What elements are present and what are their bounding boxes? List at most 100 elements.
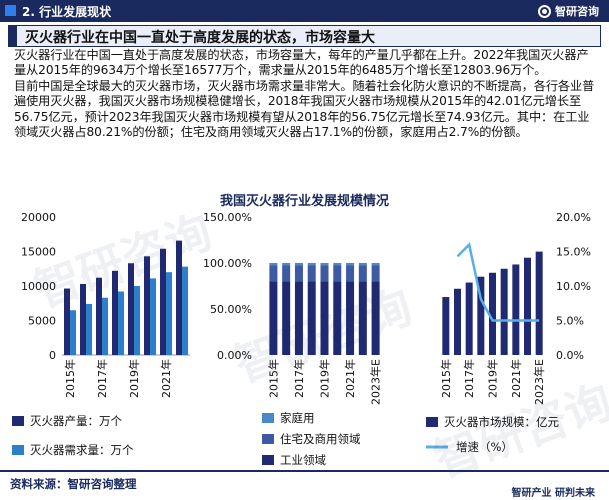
bar-industrial bbox=[269, 281, 278, 355]
bar-industrial bbox=[333, 281, 342, 355]
bar-industrial bbox=[346, 281, 355, 355]
x-tick-label: 2015年 bbox=[439, 359, 453, 398]
x-tick-label: 2021年 bbox=[159, 359, 173, 398]
legend-swatch bbox=[262, 455, 274, 465]
brand-name: 智研咨询 bbox=[555, 5, 599, 18]
x-tick-label: 2023年E bbox=[369, 359, 383, 405]
top-bar: 2. 行业发展现状 智研咨询 bbox=[0, 0, 609, 22]
paragraph: 目前中国是全球最大的灭火器市场，灭火器市场需求量非常大。随着社会化防火意识的不断… bbox=[14, 78, 595, 140]
line-growth bbox=[456, 242, 540, 322]
bar-production bbox=[80, 283, 86, 355]
bar-residential-commercial bbox=[333, 265, 342, 282]
bar-household bbox=[320, 262, 329, 266]
section-title: 2. 行业发展现状 bbox=[22, 5, 112, 19]
bar-household bbox=[282, 262, 291, 266]
bar-demand bbox=[134, 286, 140, 355]
bar-residential-commercial bbox=[294, 265, 303, 282]
bar-residential-commercial bbox=[320, 265, 329, 282]
y-tick-label: 50.00% bbox=[210, 303, 252, 316]
bar-household bbox=[294, 262, 303, 266]
legend-swatch bbox=[262, 434, 274, 444]
y2-tick-label: 20.0% bbox=[556, 211, 591, 224]
legend-label: 工业领域 bbox=[280, 453, 326, 467]
bar-production bbox=[112, 270, 118, 355]
bar-household bbox=[371, 262, 380, 266]
bar-market-size bbox=[512, 264, 520, 355]
y-tick-label: 150.00% bbox=[203, 211, 252, 224]
legend-swatch bbox=[12, 416, 24, 426]
brand: 智研咨询 bbox=[538, 3, 599, 19]
footer: 资料来源：智研咨询整理 智研产业 研判未来 bbox=[0, 470, 609, 500]
bar-market-size bbox=[465, 282, 473, 355]
section-marker bbox=[5, 5, 16, 16]
bar-market-size bbox=[489, 272, 496, 355]
bar-household bbox=[269, 262, 278, 266]
bar-demand bbox=[70, 310, 76, 355]
headline-bar: 灭火器行业在中国一直处于高度发展的状态，市场容量大 bbox=[8, 25, 601, 47]
bar-industrial bbox=[307, 281, 316, 355]
bar-residential-commercial bbox=[358, 265, 367, 282]
legend-swatch bbox=[426, 417, 438, 427]
x-tick-label: 2019年 bbox=[486, 359, 500, 398]
bar-household bbox=[333, 262, 342, 266]
bar-industrial bbox=[294, 281, 303, 355]
bar-residential-commercial bbox=[269, 265, 278, 282]
bar-production bbox=[160, 248, 166, 355]
bar-production bbox=[128, 263, 134, 355]
bar-market-size bbox=[535, 251, 543, 355]
legend-swatch bbox=[12, 445, 24, 455]
body-text: 灭火器行业在中国一直处于高度发展的状态，市场容量大，每年的产量几乎都在上升。20… bbox=[14, 48, 599, 140]
bar-industrial bbox=[371, 281, 380, 355]
legend-label: 灭火器需求量：万个 bbox=[30, 443, 134, 457]
bar-household bbox=[346, 262, 355, 266]
bar-production bbox=[176, 240, 182, 355]
x-tick-label: 2023年E bbox=[532, 359, 546, 405]
headline: 灭火器行业在中国一直处于高度发展的状态，市场容量大 bbox=[25, 30, 375, 46]
bar-market-size bbox=[477, 276, 485, 355]
x-tick-label: 2015年 bbox=[266, 359, 280, 398]
bar-industrial bbox=[358, 281, 367, 355]
bar-industrial bbox=[282, 281, 291, 355]
bar-residential-commercial bbox=[371, 265, 380, 282]
x-tick-label: 2015年 bbox=[63, 359, 77, 398]
bar-residential-commercial bbox=[307, 265, 316, 282]
y-tick-label: 0 bbox=[49, 349, 56, 362]
bar-market-size bbox=[500, 268, 508, 355]
x-tick-label: 2021年 bbox=[343, 359, 357, 398]
source-note: 资料来源：智研咨询整理 bbox=[10, 477, 137, 491]
footer-rule bbox=[0, 470, 609, 472]
bar-production bbox=[64, 288, 70, 355]
bar-demand bbox=[182, 266, 188, 355]
legend-label: 灭火器市场规模：亿元 bbox=[444, 415, 559, 429]
x-tick-label: 2021年 bbox=[509, 359, 523, 398]
bar-market-size bbox=[524, 257, 531, 355]
x-tick-label: 2019年 bbox=[318, 359, 332, 398]
bar-demand bbox=[86, 303, 92, 355]
bar-demand bbox=[150, 278, 156, 355]
headline-accent bbox=[9, 26, 17, 46]
bar-production bbox=[144, 256, 150, 355]
chart-title: 我国灭火器行业发展规模情况 bbox=[219, 194, 389, 209]
x-tick-label: 2017年 bbox=[95, 359, 109, 398]
x-tick-label: 2017年 bbox=[462, 359, 476, 398]
brand-logo-icon bbox=[538, 4, 551, 18]
y-tick-label: 5000 bbox=[28, 315, 56, 328]
y2-tick-label: 5.0% bbox=[556, 315, 584, 328]
bar-demand bbox=[118, 291, 124, 355]
paragraph: 灭火器行业在中国一直处于高度发展的状态，市场容量大，每年的产量几乎都在上升。20… bbox=[14, 48, 589, 78]
y-tick-label: 15000 bbox=[21, 246, 56, 259]
x-tick-label: 2017年 bbox=[292, 359, 306, 398]
y2-tick-label: 10.0% bbox=[556, 280, 591, 293]
bar-demand bbox=[166, 272, 172, 355]
bar-market-size bbox=[454, 288, 461, 355]
bar-industrial bbox=[320, 281, 329, 355]
y-tick-label: 0.00% bbox=[217, 349, 252, 362]
y2-tick-label: 15.0% bbox=[556, 246, 591, 259]
bar-household bbox=[307, 262, 316, 266]
x-tick-label: 2019年 bbox=[127, 359, 141, 398]
y-tick-label: 10000 bbox=[21, 280, 56, 293]
legend-label: 住宅及商用领域 bbox=[280, 432, 361, 446]
bar-household bbox=[358, 262, 367, 266]
bar-residential-commercial bbox=[282, 265, 291, 282]
y2-tick-label: 0.0% bbox=[556, 349, 584, 362]
